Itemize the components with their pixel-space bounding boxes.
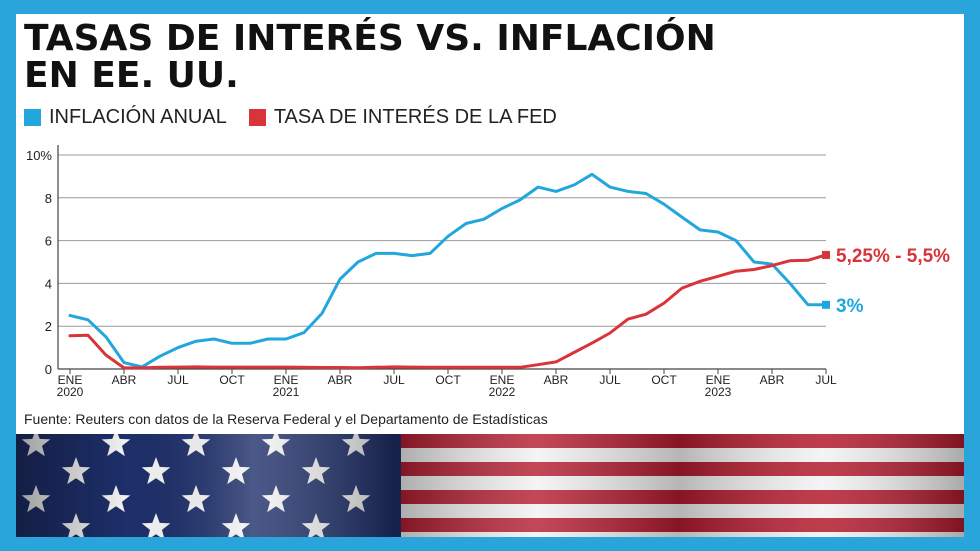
x-tick-label: JUL bbox=[599, 373, 621, 387]
legend-label-inflation: INFLACIÓN ANUAL bbox=[49, 106, 227, 128]
x-tick-year-label: 2020 bbox=[57, 385, 84, 399]
legend-item-inflation: INFLACIÓN ANUAL bbox=[24, 106, 227, 129]
x-tick-year-label: 2022 bbox=[489, 385, 516, 399]
legend-swatch-inflation bbox=[24, 109, 41, 126]
x-tick-year-label: 2021 bbox=[273, 385, 300, 399]
title-line-1: TASAS DE INTERÉS VS. INFLACIÓN bbox=[24, 18, 716, 59]
series-line-fed-rate bbox=[68, 253, 828, 370]
x-tick-label: ABR bbox=[544, 373, 569, 387]
chart-card: TASAS DE INTERÉS VS. INFLACIÓN EN EE. UU… bbox=[16, 14, 964, 434]
y-tick-label: 2 bbox=[45, 319, 52, 334]
x-tick-label: ABR bbox=[760, 373, 785, 387]
x-tick-label: JUL bbox=[383, 373, 405, 387]
x-tick-label: ENE bbox=[58, 373, 83, 387]
y-tick-label: 6 bbox=[45, 234, 52, 249]
title-line-2: EN EE. UU. bbox=[24, 55, 239, 96]
series-end-label: 3% bbox=[836, 296, 864, 317]
y-tick-label: 0 bbox=[45, 362, 52, 377]
x-tick-label: ENE bbox=[706, 373, 731, 387]
x-tick-label: ENE bbox=[490, 373, 515, 387]
legend-label-fed-rate: TASA DE INTERÉS DE LA FED bbox=[273, 106, 557, 128]
legend-swatch-fed-rate bbox=[248, 109, 266, 126]
series-end-marker bbox=[822, 300, 830, 309]
x-tick-label: OCT bbox=[435, 373, 461, 387]
x-tick-label: OCT bbox=[651, 373, 677, 387]
series-end-marker bbox=[822, 250, 830, 259]
us-flag-banner bbox=[16, 434, 964, 537]
x-tick-label: OCT bbox=[219, 373, 245, 387]
legend-item-fed-rate: TASA DE INTERÉS DE LA FED bbox=[248, 106, 557, 129]
y-tick-label: 8 bbox=[45, 191, 52, 206]
x-tick-label: ABR bbox=[112, 373, 137, 387]
x-tick-label: ENE bbox=[274, 373, 299, 387]
series-line-inflation bbox=[68, 172, 828, 369]
x-tick-label: ABR bbox=[328, 373, 353, 387]
chart-title: TASAS DE INTERÉS VS. INFLACIÓN EN EE. UU… bbox=[24, 20, 716, 94]
y-tick-label: 10% bbox=[26, 148, 52, 163]
series-end-label: 5,25% - 5,5% bbox=[836, 246, 950, 267]
source-note: Fuente: Reuters con datos de la Reserva … bbox=[24, 411, 548, 427]
x-tick-year-label: 2023 bbox=[705, 385, 732, 399]
y-tick-label: 4 bbox=[45, 276, 52, 291]
legend: INFLACIÓN ANUAL TASA DE INTERÉS DE LA FE… bbox=[24, 106, 579, 129]
x-tick-label: JUL bbox=[167, 373, 189, 387]
x-tick-label: JUL bbox=[815, 373, 837, 387]
